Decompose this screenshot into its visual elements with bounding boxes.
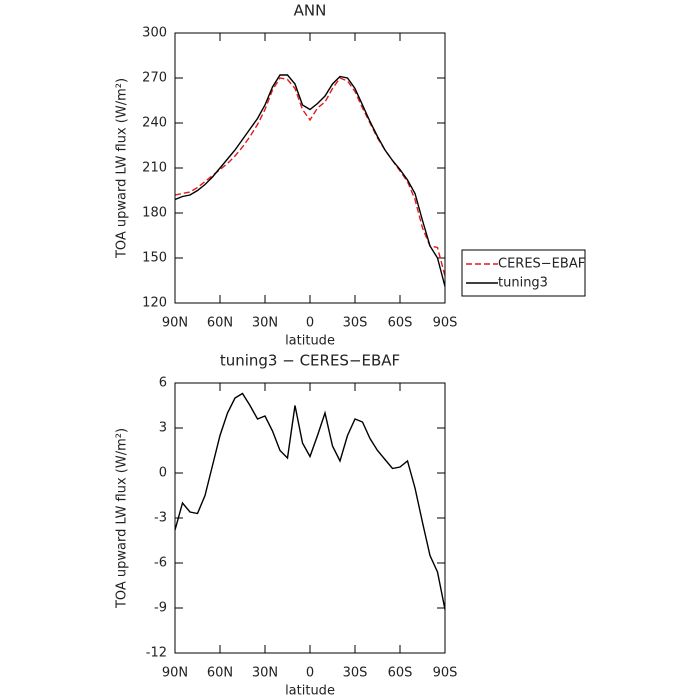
x-tick-label: 30N (252, 666, 278, 681)
x-tick-label: 60S (388, 316, 413, 331)
x-tick-label: 0 (306, 316, 314, 331)
y-tick-label: 150 (142, 251, 167, 266)
x-tick-label: 90N (162, 666, 188, 681)
y-tick-label: 180 (142, 206, 167, 221)
x-axis-label: latitude (285, 684, 335, 699)
x-tick-label: 30S (343, 666, 368, 681)
legend-label: CERES−EBAF (498, 257, 585, 272)
data-line (174, 77, 446, 277)
y-axis-label: TOA upward LW flux (W/m²) (115, 78, 130, 259)
y-axis-label: TOA upward LW flux (W/m²) (115, 428, 130, 609)
x-tick-label: 30N (252, 316, 278, 331)
plot-frame (174, 32, 446, 304)
x-tick-label: 60N (207, 666, 233, 681)
y-tick-label: 300 (142, 26, 167, 41)
x-tick-label: 30S (343, 316, 368, 331)
y-tick-label: 6 (159, 376, 167, 391)
x-tick-label: 90S (433, 316, 458, 331)
y-tick-label: 270 (142, 71, 167, 86)
y-tick-label: -6 (154, 556, 167, 571)
x-axis-label: latitude (285, 334, 335, 349)
y-tick-label: 210 (142, 161, 167, 176)
x-tick-label: 90N (162, 316, 188, 331)
y-tick-label: 120 (142, 296, 167, 311)
y-tick-label: -12 (146, 646, 167, 661)
y-tick-label: 3 (159, 421, 167, 436)
plot-frame (174, 382, 446, 654)
data-line (174, 74, 446, 287)
y-tick-label: -3 (154, 511, 167, 526)
legend-label: tuning3 (498, 276, 548, 291)
x-tick-label: 60N (207, 316, 233, 331)
chart-title: tuning3 − CERES−EBAF (220, 352, 400, 370)
y-tick-label: 240 (142, 116, 167, 131)
data-line (174, 392, 446, 610)
chart-title: ANN (294, 2, 327, 20)
x-tick-label: 0 (306, 666, 314, 681)
x-tick-label: 90S (433, 666, 458, 681)
legend-box (461, 249, 586, 297)
y-tick-label: -9 (154, 601, 167, 616)
y-tick-label: 0 (159, 466, 167, 481)
x-tick-label: 60S (388, 666, 413, 681)
